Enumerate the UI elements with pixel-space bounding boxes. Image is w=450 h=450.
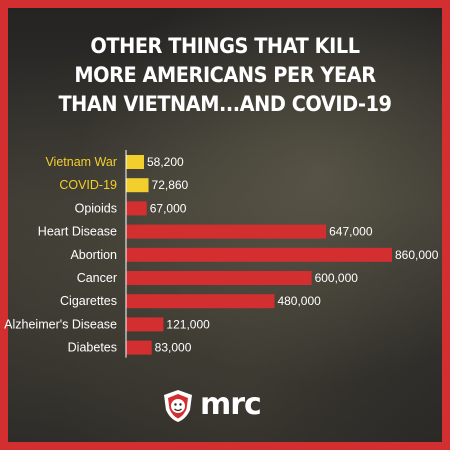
category-label: Abortion bbox=[70, 248, 117, 262]
value-label: 860,000 bbox=[395, 248, 439, 262]
brand-name: mrc bbox=[200, 387, 262, 422]
value-label: 67,000 bbox=[150, 201, 187, 215]
category-label: Cancer bbox=[77, 271, 117, 285]
category-label: COVID-19 bbox=[59, 178, 117, 192]
value-label: 58,200 bbox=[147, 155, 184, 169]
bar bbox=[126, 247, 392, 262]
bulldog-shield-icon bbox=[164, 390, 192, 422]
category-label: Heart Disease bbox=[38, 225, 117, 239]
bar bbox=[126, 178, 149, 193]
title-line-3: THAN VIETNAM...AND COVID-19 bbox=[58, 92, 392, 116]
value-label: 83,000 bbox=[155, 341, 192, 355]
bar bbox=[126, 201, 147, 216]
bar bbox=[126, 340, 152, 355]
category-label: Cigarettes bbox=[60, 294, 117, 308]
category-label: Vietnam War bbox=[45, 155, 117, 169]
value-label: 72,860 bbox=[152, 178, 189, 192]
category-label: Alzheimer's Disease bbox=[4, 317, 117, 331]
value-label: 600,000 bbox=[315, 271, 359, 285]
bar bbox=[126, 271, 312, 285]
value-label: 647,000 bbox=[329, 225, 373, 239]
bar bbox=[126, 155, 145, 169]
chart-title: OTHER THINGS THAT KILL MORE AMERICANS PE… bbox=[25, 32, 424, 119]
value-label: 480,000 bbox=[277, 294, 321, 308]
category-label: Diabetes bbox=[68, 341, 117, 355]
value-label: 121,000 bbox=[166, 317, 210, 331]
category-label: Opioids bbox=[75, 201, 117, 215]
bar bbox=[126, 317, 164, 332]
mrc-logo: mrc bbox=[160, 388, 300, 424]
bar bbox=[126, 224, 327, 239]
title-line-2: MORE AMERICANS PER YEAR bbox=[74, 63, 376, 87]
bar bbox=[126, 294, 275, 309]
title-line-1: OTHER THINGS THAT KILL bbox=[90, 34, 360, 58]
